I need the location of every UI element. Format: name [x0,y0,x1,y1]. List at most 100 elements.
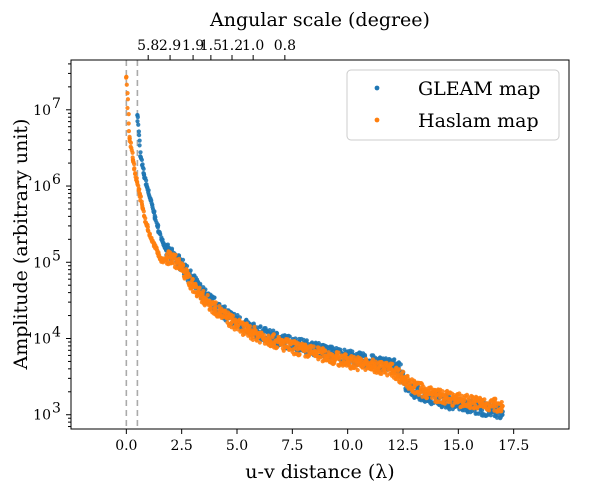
haslam-band-point-172 [193,284,199,289]
haslam-band-point-7 [126,128,131,134]
x-tick-label-1: 2.5 [171,438,193,454]
haslam-band-point-221 [213,308,218,313]
gleam-band-point-102 [176,253,181,258]
haslam-band-point-20 [132,167,137,172]
gleam-band-point-2 [136,122,141,127]
haslam-band-point-919 [493,396,498,401]
haslam-band-point-139 [180,262,186,267]
haslam-band-point-24 [134,176,139,181]
legend-label-haslam: Haslam map [418,110,539,132]
haslam-band-point-22 [132,171,138,177]
haslam-band-point-31 [136,188,141,193]
haslam-band-point-1 [124,82,129,87]
gleam-band-point-307 [258,324,263,329]
data-points [124,74,505,421]
haslam-band-point-5 [126,112,131,117]
haslam-band-point-28 [136,183,141,189]
haslam-band-point-731 [418,390,423,395]
haslam-band-point-309 [247,324,252,329]
gleam-band-point-329 [267,327,272,333]
haslam-band-point-10 [128,140,134,145]
x-axis-title: u-v distance (λ) [245,461,394,483]
x-tick-label-0: 0.0 [115,438,137,454]
haslam-band-point-2 [125,91,130,96]
haslam-band-point-688 [400,369,406,374]
haslam-band-point-201 [205,293,210,298]
haslam-band-point-519 [332,360,337,366]
haslam-band-point-807 [448,400,453,405]
top-axis-ticks: 5.8 2.9 1.91.51.21.0 0.8 [137,38,296,60]
y-tick-exponent-1: 4 [52,325,61,341]
haslam-band-point-294 [242,331,247,337]
haslam-band-point-376 [274,345,279,350]
x-tick-label-7: 17.5 [498,438,529,454]
haslam-band-point-709 [408,385,413,390]
haslam-band-point-209 [208,306,214,311]
legend-marker-gleam [374,85,380,91]
gleam-band-point-619 [383,356,388,361]
gleam-band-point-130 [188,268,193,273]
top-tick-label-6: 0.8 [274,38,296,54]
haslam-band-point-0 [124,75,129,80]
haslam-band-point-663 [390,361,395,367]
gleam-band-point-20 [144,178,149,183]
gleam-band-point-60 [160,237,165,242]
legend-marker-haslam [374,117,380,123]
haslam-band-point-181 [197,285,202,290]
y-tick-label-1: 10 [33,332,51,348]
haslam-band-point-496 [323,348,328,353]
gleam-band-point-0 [135,114,140,120]
gleam-band-point-12 [140,162,145,167]
haslam-band-point-6 [126,121,131,126]
gleam-band-point-24 [144,184,149,189]
x-tick-label-2: 5.0 [226,438,248,454]
haslam-band-point-793 [442,401,447,406]
haslam-band-point-265 [230,313,236,319]
y-tick-exponent-4: 7 [52,96,61,112]
haslam-band-point-334 [257,340,262,345]
top-tick-label-3: 1.5 [200,38,222,54]
haslam-band-point-545 [343,352,348,357]
gleam-band-point-436 [310,340,315,345]
haslam-band-point-902 [486,408,492,413]
legend: GLEAM map Haslam map [346,69,560,141]
haslam-band-point-14 [130,150,135,155]
gleam-band-point-3 [136,129,142,134]
gleam-band-point-14 [141,166,146,171]
legend-box [346,69,560,141]
gleam-band-point-112 [180,257,186,262]
top-tick-label-2: 1.9 [182,38,204,54]
plot-frame [70,59,570,430]
x-tick-label-6: 15.0 [443,438,474,454]
haslam-band-point-45 [143,216,148,221]
top-tick-label-4: 1.2 [221,38,243,54]
gleam-band-point-422 [304,338,309,343]
haslam-band-point-121 [173,252,178,257]
gleam-band-point-639 [392,357,397,362]
haslam-band-point-812 [450,403,455,408]
x-tick-label-5: 12.5 [387,438,418,454]
haslam-band-point-164 [190,276,195,282]
haslam-band-point-432 [297,352,302,358]
haslam-band-point-156 [187,274,192,279]
haslam-band-point-316 [250,337,256,343]
haslam-band-point-34 [138,194,143,199]
haslam-band-point-492 [321,354,326,359]
y-tick-label-0: 10 [33,408,51,424]
top-axis-title: Angular scale (degree) [209,9,430,31]
haslam-band-point-222 [213,300,218,305]
gleam-band-point-4 [137,133,142,138]
haslam-band-point-15 [130,155,135,160]
haslam-band-point-8 [127,134,132,139]
y-tick-exponent-2: 5 [52,248,61,264]
haslam-band-point-3 [125,97,131,102]
gleam-band-point-291 [251,321,256,326]
gleam-band-point-568 [362,353,368,358]
haslam-band-point-466 [311,344,316,349]
gleam-band-point-5 [137,138,142,143]
gleam-band-point-339 [271,328,276,333]
haslam-band-point-481 [316,345,322,350]
gleam-band-point-1 [135,119,140,124]
